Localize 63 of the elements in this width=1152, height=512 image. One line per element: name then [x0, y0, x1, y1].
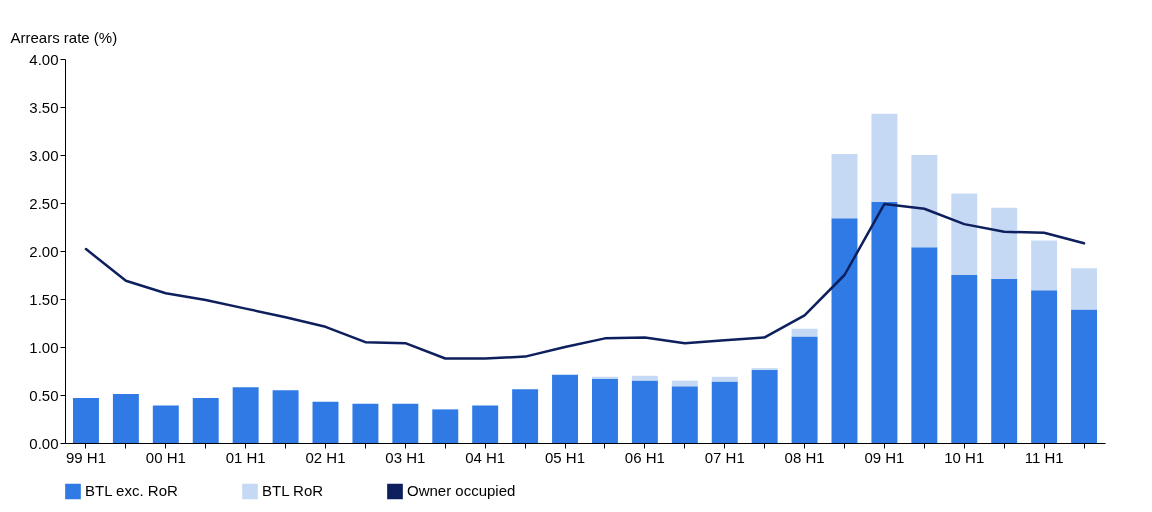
- bar: [911, 247, 938, 443]
- x-tick-label: 10 H1: [944, 448, 985, 466]
- y-tick-label: 1.00: [29, 338, 59, 356]
- x-tick-label: 08 H1: [784, 448, 825, 466]
- bar: [951, 193, 978, 275]
- y-tick-label: 0.00: [29, 434, 59, 452]
- bar: [671, 386, 698, 443]
- bar: [312, 401, 339, 443]
- x-tick-label: 09 H1: [864, 448, 905, 466]
- bar: [272, 390, 299, 443]
- x-tick-label: 11 H1: [1024, 448, 1064, 466]
- x-tick-label: 06 H1: [624, 448, 665, 466]
- y-tick-label: 4.00: [29, 50, 59, 68]
- bar: [1031, 240, 1058, 291]
- bar: [711, 376, 738, 382]
- bar: [791, 328, 818, 337]
- bar: [1071, 268, 1098, 310]
- bar: [432, 409, 459, 443]
- bar: [352, 403, 379, 443]
- bar: [1031, 290, 1058, 443]
- bar: [591, 378, 618, 443]
- bar: [711, 381, 738, 443]
- bar: [472, 405, 499, 443]
- bar: [791, 336, 818, 443]
- bar: [552, 374, 579, 443]
- bar: [112, 394, 139, 443]
- bar: [232, 387, 259, 443]
- x-tick-label: 00 H1: [145, 448, 186, 466]
- bar: [152, 405, 179, 443]
- legend-label: BTL exc. RoR: [85, 482, 178, 500]
- y-tick-label: 1.50: [29, 290, 59, 308]
- x-tick-label: 07 H1: [704, 448, 745, 466]
- bar: [631, 375, 658, 381]
- bar: [512, 389, 539, 443]
- bar: [871, 202, 898, 443]
- x-tick-label: 04 H1: [465, 448, 506, 466]
- bar: [911, 155, 938, 248]
- line-series: [84, 202, 1086, 360]
- bar: [831, 154, 858, 219]
- bar: [631, 380, 658, 443]
- bar: [951, 275, 978, 443]
- y-tick-label: 0.50: [29, 386, 59, 404]
- x-tick-label: 03 H1: [385, 448, 426, 466]
- bar: [392, 403, 419, 443]
- bar: [1071, 309, 1098, 443]
- y-tick-label: 3.00: [29, 146, 59, 164]
- y-axis-title: Arrears rate (%): [10, 28, 118, 46]
- bar: [192, 397, 219, 443]
- bar: [831, 218, 858, 443]
- bar: [751, 370, 778, 443]
- x-tick-label: 02 H1: [305, 448, 346, 466]
- y-tick-label: 2.50: [29, 194, 59, 212]
- x-tick-label: 05 H1: [545, 448, 586, 466]
- bar: [991, 278, 1018, 443]
- bar: [72, 397, 99, 443]
- x-tick-label: 01 H1: [225, 448, 266, 466]
- y-tick-label: 2.00: [29, 242, 59, 260]
- bar: [991, 207, 1018, 279]
- bar: [871, 113, 898, 203]
- y-tick-label: 3.50: [29, 98, 59, 116]
- x-tick-label: 99 H1: [65, 448, 106, 466]
- legend-label: BTL RoR: [262, 482, 324, 500]
- legend-label: Owner occupied: [407, 482, 516, 500]
